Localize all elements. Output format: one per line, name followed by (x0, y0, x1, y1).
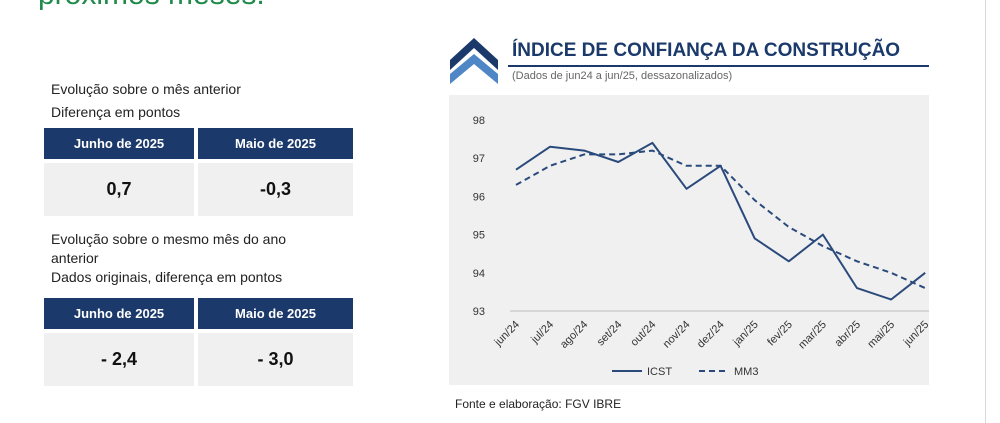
line-chart: 93 94 95 96 97 98 jun/24 jul/24 ago/24 set/24 out/… (473, 115, 932, 378)
legend-label-mm3: MM3 (734, 366, 758, 378)
monthly-header-may: Maio de 2025 (198, 128, 353, 159)
x-tick-label: fev/25 (765, 319, 795, 349)
x-tick-label: jan/25 (730, 319, 760, 349)
source-note: Fonte e elaboração: FGV IBRE (455, 397, 622, 411)
chart-subtitle: (Dados de jun24 a jun/25, dessazonalizad… (512, 70, 733, 82)
x-tick-label: jun/24 (492, 319, 522, 349)
x-tick-label: nov/24 (661, 319, 693, 351)
yearly-caption-line1: Evolução sobre o mesmo mês do ano (51, 231, 287, 247)
yearly-header-may: Maio de 2025 (198, 298, 353, 329)
yearly-value-jun: - 2,4 (44, 333, 194, 386)
title-divider (508, 65, 929, 67)
x-tick-label: ago/24 (558, 319, 590, 351)
yearly-caption-line3: Dados originais, diferença em pontos (51, 269, 283, 285)
chart-panel: 93 94 95 96 97 98 jun/24 jul/24 ago/24 set/24 out/… (449, 95, 932, 385)
monthly-value-jun: 0,7 (44, 163, 194, 216)
y-tick-label: 96 (473, 191, 485, 203)
monthly-value-may: -0,3 (198, 163, 353, 216)
y-tick-label: 98 (473, 115, 485, 127)
x-tick-label: out/24 (628, 319, 658, 349)
chart-title: ÍNDICE DE CONFIANÇA DA CONSTRUÇÃO (512, 40, 901, 61)
yearly-value-may: - 3,0 (198, 333, 353, 386)
y-tick-label: 97 (473, 153, 485, 165)
x-tick-label: set/24 (595, 319, 625, 349)
chevron-logo-icon (450, 38, 498, 84)
x-tick-label: mai/25 (865, 319, 897, 351)
monthly-caption-line1: Evolução sobre o mês anterior (51, 81, 241, 97)
y-tick-label: 93 (473, 306, 485, 318)
page-edge-divider (985, 0, 986, 423)
series-line-mm3 (515, 149, 926, 290)
legend-label-icst: ICST (647, 366, 672, 378)
x-tick-label: abr/25 (833, 319, 864, 350)
y-tick-label: 95 (473, 230, 485, 242)
yearly-caption-line2: anterior (51, 250, 99, 266)
x-tick-label: dez/24 (695, 319, 727, 351)
x-tick-label: jul/24 (528, 319, 556, 347)
x-tick-label: mar/25 (796, 319, 829, 352)
monthly-caption-line2: Diferença em pontos (51, 104, 181, 120)
y-tick-label: 94 (473, 268, 485, 280)
x-tick-label: jun/25 (901, 319, 929, 349)
monthly-header-jun: Junho de 2025 (44, 128, 194, 159)
yearly-header-jun: Junho de 2025 (44, 298, 194, 329)
page-heading-fragment: próximos meses. (38, 0, 265, 12)
